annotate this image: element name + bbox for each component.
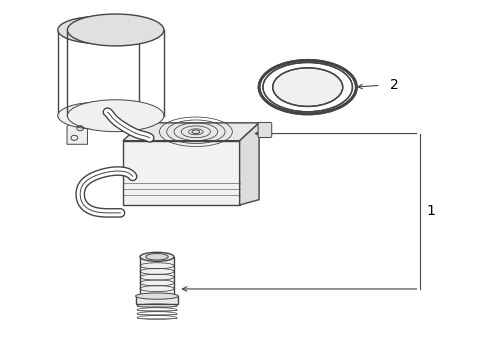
Text: 1: 1 xyxy=(426,204,435,218)
FancyBboxPatch shape xyxy=(122,141,239,205)
FancyBboxPatch shape xyxy=(258,122,271,138)
FancyBboxPatch shape xyxy=(140,257,174,296)
Text: 2: 2 xyxy=(389,78,398,92)
FancyBboxPatch shape xyxy=(135,296,178,304)
Ellipse shape xyxy=(273,68,341,106)
Ellipse shape xyxy=(140,252,174,261)
Polygon shape xyxy=(122,123,259,141)
Ellipse shape xyxy=(67,100,163,132)
Ellipse shape xyxy=(145,253,168,260)
Ellipse shape xyxy=(67,14,163,46)
Ellipse shape xyxy=(58,17,139,44)
Ellipse shape xyxy=(135,293,178,299)
Polygon shape xyxy=(239,123,259,205)
Polygon shape xyxy=(67,121,87,144)
Ellipse shape xyxy=(259,60,356,114)
Ellipse shape xyxy=(58,102,139,129)
